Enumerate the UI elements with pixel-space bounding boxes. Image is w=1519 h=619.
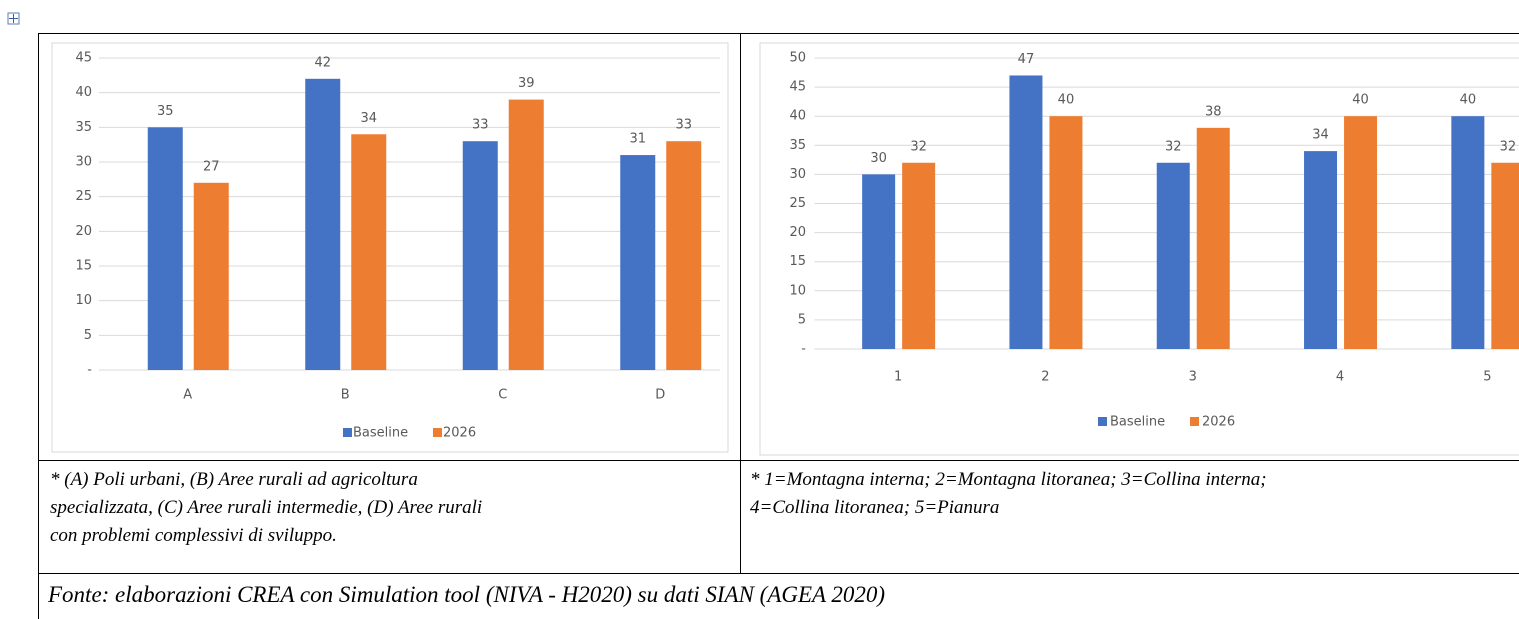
legend-label: 2026 xyxy=(443,426,476,441)
y-tick-label: - xyxy=(87,363,92,378)
move-icon xyxy=(9,14,18,23)
legend-swatch xyxy=(1190,417,1199,426)
table-border xyxy=(38,460,1519,461)
value-label: 42 xyxy=(314,55,331,70)
bar xyxy=(1156,162,1190,349)
caption: * 1=Montagna interna; 2=Montagna litoran… xyxy=(750,466,1267,522)
value-label: 33 xyxy=(472,118,489,133)
x-tick-label: 1 xyxy=(894,370,902,385)
y-tick-label: 40 xyxy=(75,85,92,100)
bar xyxy=(902,162,936,349)
bar xyxy=(1344,116,1378,349)
y-tick-label: 20 xyxy=(789,225,806,240)
table-border xyxy=(38,33,1519,34)
y-tick-label: 45 xyxy=(789,80,806,95)
bar xyxy=(1196,127,1230,349)
value-label: 40 xyxy=(1058,93,1075,108)
y-tick-label: - xyxy=(801,342,806,357)
x-tick-label: 2 xyxy=(1041,370,1049,385)
y-tick-label: 50 xyxy=(789,51,806,66)
chart-frame xyxy=(51,42,729,453)
bar xyxy=(1491,162,1519,349)
caption-line: 4=Collina litoranea; 5=Pianura xyxy=(750,497,1000,518)
x-tick-label: D xyxy=(655,388,665,403)
bar xyxy=(351,134,387,370)
legend-label: 2026 xyxy=(1202,415,1235,430)
bar xyxy=(666,141,702,370)
table-border xyxy=(740,33,741,573)
chart-frame xyxy=(759,42,1519,456)
value-label: 32 xyxy=(1500,139,1517,154)
bar xyxy=(1451,116,1485,349)
y-tick-label: 15 xyxy=(75,259,92,274)
y-tick-label: 10 xyxy=(75,293,92,308)
y-tick-label: 30 xyxy=(75,155,92,170)
legend-swatch xyxy=(1098,417,1107,426)
bar xyxy=(620,155,656,370)
caption-line: * (A) Poli urbani, (B) Aree rurali ad ag… xyxy=(50,469,418,490)
value-label: 47 xyxy=(1018,52,1035,67)
x-tick-label: B xyxy=(341,388,350,403)
value-label: 35 xyxy=(157,104,174,119)
value-label: 40 xyxy=(1460,93,1477,108)
value-label: 34 xyxy=(1312,128,1329,143)
caption-line: * 1=Montagna interna; 2=Montagna litoran… xyxy=(750,469,1267,490)
bar xyxy=(1009,75,1043,350)
value-label: 32 xyxy=(910,139,927,154)
legend-swatch xyxy=(343,428,352,437)
y-tick-label: 35 xyxy=(789,138,806,153)
x-tick-label: 4 xyxy=(1336,370,1344,385)
bar xyxy=(508,99,544,370)
y-tick-label: 5 xyxy=(798,312,806,327)
y-tick-label: 25 xyxy=(75,189,92,204)
source: Fonte: elaborazioni CREA con Simulation … xyxy=(48,582,886,607)
legend-label: Baseline xyxy=(353,426,408,441)
y-tick-label: 40 xyxy=(789,109,806,124)
value-label: 40 xyxy=(1352,93,1369,108)
x-tick-label: 3 xyxy=(1189,370,1197,385)
value-label: 27 xyxy=(203,159,220,174)
y-tick-label: 5 xyxy=(84,328,92,343)
table-border xyxy=(38,573,1519,574)
bar xyxy=(305,78,341,371)
value-label: 31 xyxy=(629,132,646,147)
bar xyxy=(147,127,183,370)
bar xyxy=(1049,116,1083,349)
caption-line: con problemi complessivi di sviluppo. xyxy=(50,525,337,546)
value-label: 30 xyxy=(870,151,887,166)
value-label: 38 xyxy=(1205,104,1222,119)
bar xyxy=(862,174,896,349)
legend-swatch xyxy=(433,428,442,437)
x-tick-label: C xyxy=(498,388,507,403)
bar xyxy=(462,141,498,370)
legend-label: Baseline xyxy=(1110,415,1165,430)
y-tick-label: 30 xyxy=(789,167,806,182)
y-tick-label: 10 xyxy=(789,283,806,298)
value-label: 33 xyxy=(675,118,692,133)
value-label: 39 xyxy=(518,76,535,91)
y-tick-label: 45 xyxy=(75,51,92,66)
bar xyxy=(193,182,229,370)
table-border xyxy=(38,33,39,619)
caption-line: specializzata, (C) Aree rurali intermedi… xyxy=(50,497,483,518)
y-tick-label: 20 xyxy=(75,224,92,239)
value-label: 34 xyxy=(360,111,377,126)
caption: * (A) Poli urbani, (B) Aree rurali ad ag… xyxy=(50,466,482,550)
y-tick-label: 15 xyxy=(789,254,806,269)
y-tick-label: 35 xyxy=(75,120,92,135)
x-tick-label: 5 xyxy=(1483,370,1491,385)
move-handle[interactable] xyxy=(7,12,20,25)
value-label: 32 xyxy=(1165,139,1182,154)
bar xyxy=(1304,151,1338,349)
y-tick-label: 25 xyxy=(789,196,806,211)
x-tick-label: A xyxy=(183,388,192,403)
